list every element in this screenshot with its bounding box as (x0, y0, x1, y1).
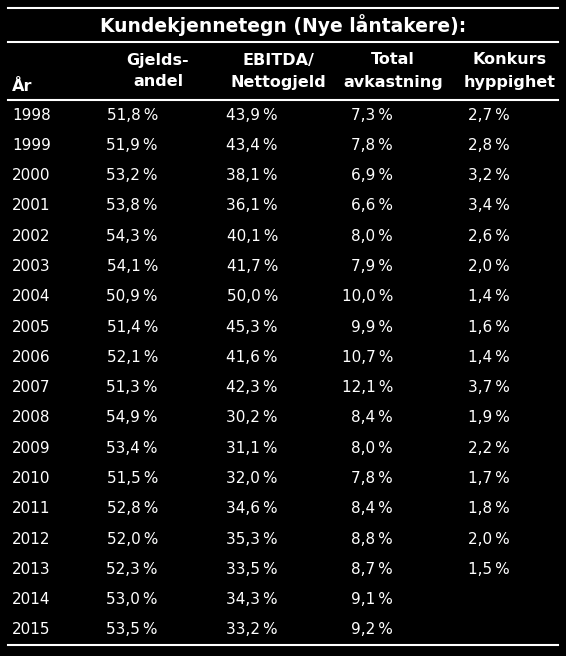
Text: Konkurs: Konkurs (473, 52, 547, 68)
Text: 2,8 %: 2,8 % (468, 138, 510, 153)
Text: 51,3 %: 51,3 % (106, 380, 158, 395)
Text: 2012: 2012 (12, 531, 50, 546)
Text: 3,2 %: 3,2 % (468, 168, 510, 183)
Text: 54,1 %: 54,1 % (106, 259, 158, 274)
Text: 53,0 %: 53,0 % (106, 592, 158, 607)
Text: 52,0 %: 52,0 % (106, 531, 158, 546)
Text: 1,8 %: 1,8 % (468, 501, 510, 516)
Text: 3,4 %: 3,4 % (468, 199, 510, 213)
Text: 8,0 %: 8,0 % (351, 441, 393, 456)
Text: 9,1 %: 9,1 % (351, 592, 393, 607)
Text: 7,3 %: 7,3 % (351, 108, 393, 123)
Text: 2006: 2006 (12, 350, 50, 365)
Text: 1,6 %: 1,6 % (468, 319, 510, 335)
Text: 2004: 2004 (12, 289, 50, 304)
Text: År: År (12, 79, 32, 94)
Text: 7,8 %: 7,8 % (351, 471, 393, 486)
Text: 41,7 %: 41,7 % (226, 259, 278, 274)
Text: 10,0 %: 10,0 % (342, 289, 393, 304)
Text: 51,4 %: 51,4 % (106, 319, 158, 335)
Text: 45,3 %: 45,3 % (226, 319, 278, 335)
Text: 9,2 %: 9,2 % (351, 623, 393, 638)
Text: 2011: 2011 (12, 501, 50, 516)
Text: 53,2 %: 53,2 % (106, 168, 158, 183)
Text: 33,2 %: 33,2 % (226, 623, 278, 638)
Text: 10,7 %: 10,7 % (342, 350, 393, 365)
Text: 8,4 %: 8,4 % (351, 501, 393, 516)
Text: 31,1 %: 31,1 % (226, 441, 278, 456)
Text: 1,4 %: 1,4 % (468, 289, 510, 304)
Text: 54,9 %: 54,9 % (106, 411, 158, 426)
Text: 7,9 %: 7,9 % (351, 259, 393, 274)
Text: 1998: 1998 (12, 108, 51, 123)
Text: 36,1 %: 36,1 % (226, 199, 278, 213)
Text: 41,6 %: 41,6 % (226, 350, 278, 365)
Text: 52,1 %: 52,1 % (106, 350, 158, 365)
Text: 1,7 %: 1,7 % (468, 471, 510, 486)
Text: 54,3 %: 54,3 % (106, 229, 158, 244)
Text: 12,1 %: 12,1 % (342, 380, 393, 395)
Text: 30,2 %: 30,2 % (226, 411, 278, 426)
Text: 42,3 %: 42,3 % (226, 380, 278, 395)
Text: 34,6 %: 34,6 % (226, 501, 278, 516)
Text: 2008: 2008 (12, 411, 50, 426)
Text: 1,5 %: 1,5 % (468, 562, 510, 577)
Text: 2001: 2001 (12, 199, 50, 213)
Text: Total: Total (371, 52, 415, 68)
Text: 43,9 %: 43,9 % (226, 108, 278, 123)
Text: 43,4 %: 43,4 % (226, 138, 278, 153)
Text: 2015: 2015 (12, 623, 50, 638)
Text: 2,0 %: 2,0 % (468, 259, 510, 274)
Text: 1,9 %: 1,9 % (468, 411, 510, 426)
Text: Kundekjennetegn (Nye låntakere):: Kundekjennetegn (Nye låntakere): (100, 14, 466, 36)
Text: 2013: 2013 (12, 562, 50, 577)
Text: EBITDA/: EBITDA/ (242, 52, 314, 68)
Text: 2,6 %: 2,6 % (468, 229, 510, 244)
Text: 52,3 %: 52,3 % (106, 562, 158, 577)
Text: 9,9 %: 9,9 % (351, 319, 393, 335)
Text: 2000: 2000 (12, 168, 50, 183)
Text: 2,0 %: 2,0 % (468, 531, 510, 546)
Text: 2007: 2007 (12, 380, 50, 395)
Text: 2,2 %: 2,2 % (468, 441, 510, 456)
Text: 40,1 %: 40,1 % (226, 229, 278, 244)
Text: 53,5 %: 53,5 % (106, 623, 158, 638)
Text: 51,9 %: 51,9 % (106, 138, 158, 153)
Text: 2014: 2014 (12, 592, 50, 607)
Text: 51,8 %: 51,8 % (106, 108, 158, 123)
Text: andel: andel (133, 75, 183, 89)
Text: 35,3 %: 35,3 % (226, 531, 278, 546)
Text: 2005: 2005 (12, 319, 50, 335)
Text: 32,0 %: 32,0 % (226, 471, 278, 486)
Text: avkastning: avkastning (343, 75, 443, 89)
Text: 2003: 2003 (12, 259, 50, 274)
Text: 8,8 %: 8,8 % (351, 531, 393, 546)
Text: 6,9 %: 6,9 % (351, 168, 393, 183)
Text: 50,9 %: 50,9 % (106, 289, 158, 304)
Text: 2009: 2009 (12, 441, 50, 456)
Text: Nettogjeld: Nettogjeld (230, 75, 326, 89)
Text: 3,7 %: 3,7 % (468, 380, 510, 395)
Text: 53,8 %: 53,8 % (106, 199, 158, 213)
Text: 38,1 %: 38,1 % (226, 168, 278, 183)
Text: 8,7 %: 8,7 % (351, 562, 393, 577)
Text: 6,6 %: 6,6 % (351, 199, 393, 213)
Text: 34,3 %: 34,3 % (226, 592, 278, 607)
Text: 51,5 %: 51,5 % (106, 471, 158, 486)
Text: 7,8 %: 7,8 % (351, 138, 393, 153)
Text: 2002: 2002 (12, 229, 50, 244)
Text: 53,4 %: 53,4 % (106, 441, 158, 456)
Text: 2010: 2010 (12, 471, 50, 486)
Text: 8,4 %: 8,4 % (351, 411, 393, 426)
Text: 33,5 %: 33,5 % (226, 562, 278, 577)
Text: 1999: 1999 (12, 138, 51, 153)
Text: 52,8 %: 52,8 % (106, 501, 158, 516)
Text: 8,0 %: 8,0 % (351, 229, 393, 244)
Text: 50,0 %: 50,0 % (226, 289, 278, 304)
Text: 1,4 %: 1,4 % (468, 350, 510, 365)
Text: 2,7 %: 2,7 % (468, 108, 510, 123)
Text: Gjelds-: Gjelds- (127, 52, 189, 68)
Text: hyppighet: hyppighet (464, 75, 556, 89)
